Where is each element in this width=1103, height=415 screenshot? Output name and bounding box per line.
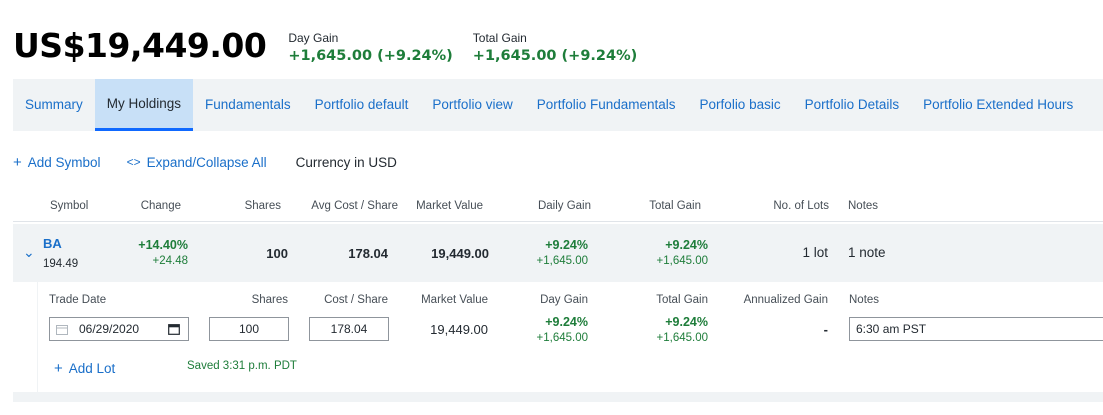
lot-total-gain-abs: +1,645.00 [656,332,708,344]
day-gain-block: Day Gain +1,645.00 (+9.24%) [288,31,452,66]
lot-cost-value: 178.04 [330,322,368,336]
plus-icon: + [54,360,63,377]
total-gain-label: Total Gain [472,31,527,45]
expand-collapse-button[interactable]: <> Expand/Collapse All [127,155,267,170]
lot-col-trade-date: Trade Date [49,294,107,306]
holding-change-pct: +14.40% [138,238,188,252]
lot-shares-value: 100 [238,322,260,336]
holding-price: 194.49 [43,258,79,270]
tab-portfolio-default[interactable]: Portfolio default [314,97,409,112]
col-daily-gain[interactable]: Daily Gain [537,200,591,212]
lot-cost-input[interactable]: 178.04 [309,317,389,341]
total-gain-block: Total Gain +1,645.00 (+9.24%) [473,31,637,66]
col-avg-cost[interactable]: Avg Cost / Share [311,200,398,212]
tab-fundamentals[interactable]: Fundamentals [205,97,291,112]
chevron-down-icon[interactable]: ⌄ [23,244,35,260]
lot-shares-input[interactable]: 100 [209,317,289,341]
add-lot-button[interactable]: + Add Lot [54,360,115,377]
holding-symbol[interactable]: BA [43,236,62,251]
lot-notes-input[interactable]: 6:30 am PST [849,317,1103,341]
lot-col-notes: Notes [849,294,880,306]
lot-col-cost: Cost / Share [324,294,388,306]
lot-day-gain-abs: +1,645.00 [536,332,588,344]
lots-panel-inner: Trade Date Shares Cost / Share Market Va… [37,282,1103,392]
holding-daily-gain-pct: +9.24% [545,238,588,252]
holding-total-gain-pct: +9.24% [665,238,708,252]
tab-portfolio-view[interactable]: Portfolio view [432,97,513,112]
tab-portfolio-details[interactable]: Portfolio Details [804,97,900,112]
table-row[interactable]: ⌄ BA 194.49 +14.40% +24.48 100 178.04 19… [13,224,1103,282]
day-gain-value: +1,645.00 (+9.24%) [288,48,453,64]
lot-col-total-gain: Total Gain [656,294,708,306]
tab-portfolio-extended-hours[interactable]: Portfolio Extended Hours [923,97,1074,112]
col-lots[interactable]: No. of Lots [773,200,829,212]
tab-my-holdings[interactable]: My Holdings [94,79,194,131]
tab-summary[interactable]: Summary [25,97,83,112]
holdings-toolbar: + Add Symbol <> Expand/Collapse All Curr… [13,152,397,172]
col-notes[interactable]: Notes [848,200,879,212]
lot-col-market-value: Market Value [421,294,488,306]
lot-col-shares: Shares [251,294,288,306]
trade-date-input[interactable]: 06/29/2020 [49,317,189,341]
day-gain-label: Day Gain [288,31,339,45]
portfolio-header: US$19,449.00 Day Gain +1,645.00 (+9.24%)… [13,26,637,66]
holding-notes[interactable]: 1 note [848,245,886,260]
tab-portfolio-fundamentals[interactable]: Portfolio Fundamentals [536,97,676,112]
tab-porfolio-basic[interactable]: Porfolio basic [699,97,781,112]
holding-change-abs: +24.48 [152,255,189,267]
lot-annualized-gain: - [823,322,828,337]
saved-status: Saved 3:31 p.m. PDT [187,360,297,372]
add-symbol-button[interactable]: + Add Symbol [13,154,101,171]
holding-avg-cost: 178.04 [348,246,388,261]
calendar-icon [56,324,68,335]
currency-note: Currency in USD [295,154,397,170]
col-shares[interactable]: Shares [244,200,281,212]
lot-market-value: 19,449.00 [430,322,488,337]
col-total-gain[interactable]: Total Gain [649,200,701,212]
portfolio-tabs: Summary My Holdings Fundamentals Portfol… [13,79,1103,131]
add-lot-label: Add Lot [68,361,116,376]
trade-date-value: 06/29/2020 [79,322,140,336]
holding-daily-gain-abs: +1,645.00 [536,255,588,267]
col-symbol[interactable]: Symbol [50,200,89,212]
holding-shares: 100 [266,246,288,261]
lot-notes-value: 6:30 am PST [856,322,927,336]
holding-total-gain-abs: +1,645.00 [656,255,708,267]
table-bottom-strip [13,392,1103,402]
code-brackets-icon: <> [126,155,141,169]
holding-lots[interactable]: 1 lot [802,245,828,260]
lot-col-day-gain: Day Gain [540,294,588,306]
lot-day-gain-pct: +9.24% [545,315,588,329]
holdings-table-header: Symbol Change Shares Avg Cost / Share Ma… [13,194,1103,222]
portfolio-value: US$19,449.00 [13,26,267,65]
add-symbol-label: Add Symbol [27,154,101,170]
holding-market-value: 19,449.00 [431,246,489,261]
lot-col-annualized-gain: Annualized Gain [743,294,828,306]
lot-total-gain-pct: +9.24% [665,315,708,329]
lots-panel: Trade Date Shares Cost / Share Market Va… [37,282,1103,392]
col-market-value[interactable]: Market Value [416,200,483,212]
date-picker-icon[interactable] [168,323,180,335]
total-gain-value: +1,645.00 (+9.24%) [472,48,638,64]
plus-icon: + [13,153,22,171]
col-change[interactable]: Change [140,200,181,212]
expand-collapse-label: Expand/Collapse All [146,154,267,170]
